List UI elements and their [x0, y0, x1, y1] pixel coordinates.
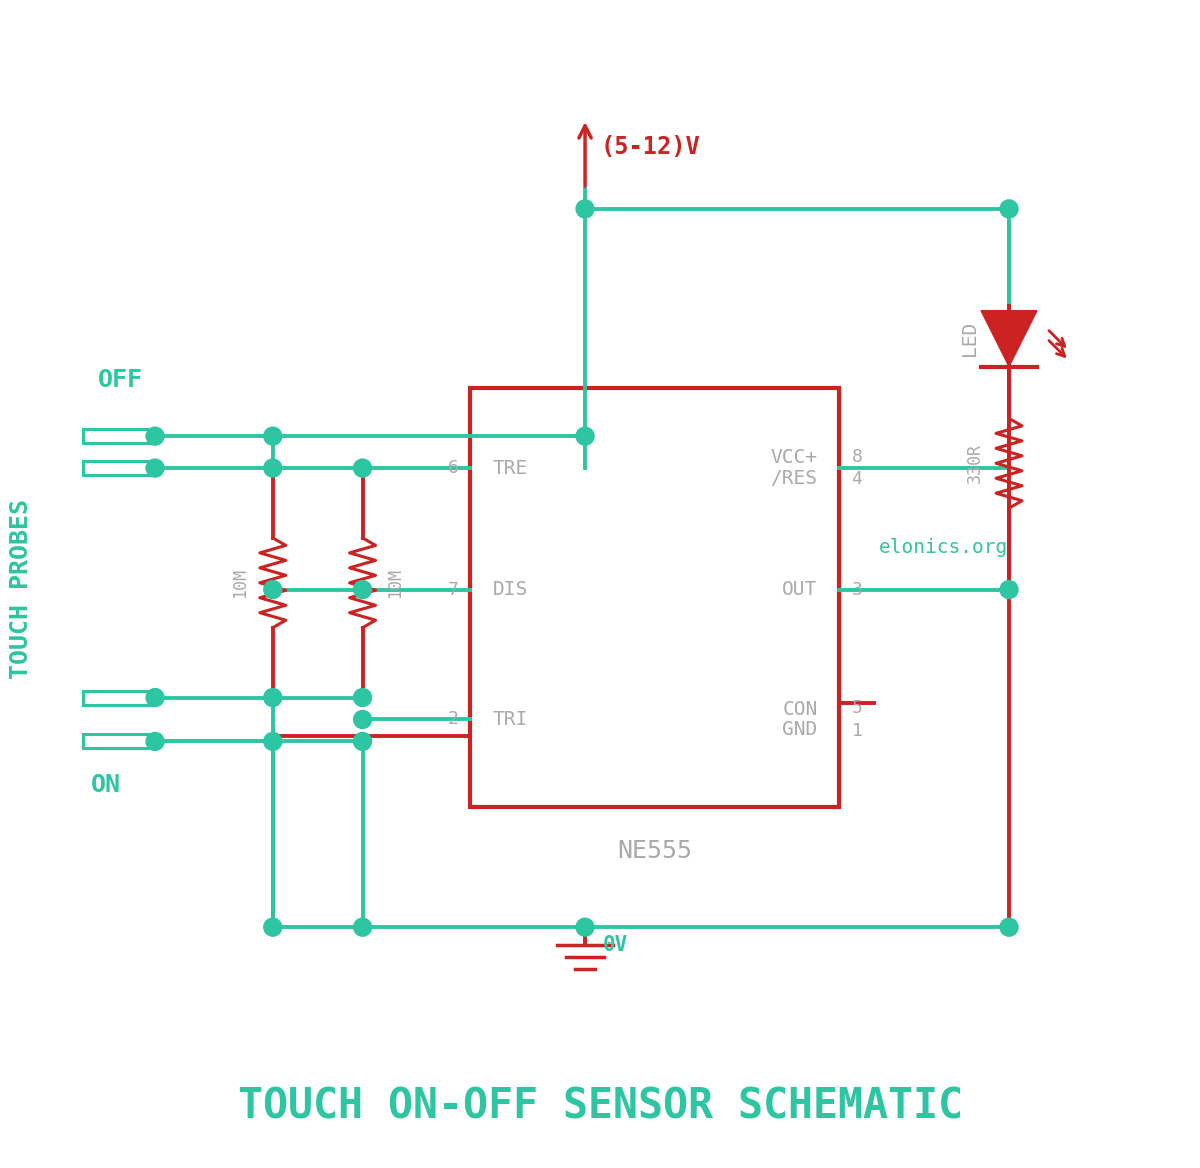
- Bar: [83, 429, 155, 443]
- Text: 330R: 330R: [966, 444, 984, 484]
- Circle shape: [1000, 918, 1018, 937]
- Text: 3: 3: [852, 580, 863, 598]
- Text: (5-12)V: (5-12)V: [601, 135, 701, 159]
- Text: 6: 6: [448, 459, 458, 477]
- Circle shape: [264, 689, 282, 707]
- Text: 2: 2: [448, 710, 458, 729]
- Text: 7: 7: [448, 580, 458, 598]
- Polygon shape: [982, 311, 1037, 367]
- Circle shape: [1000, 580, 1018, 598]
- Text: TOUCH ON-OFF SENSOR SCHEMATIC: TOUCH ON-OFF SENSOR SCHEMATIC: [238, 1086, 962, 1128]
- Circle shape: [264, 732, 282, 750]
- Circle shape: [264, 918, 282, 937]
- Circle shape: [354, 732, 372, 750]
- Bar: [83, 735, 155, 749]
- Text: 5
1: 5 1: [852, 700, 863, 739]
- Bar: [83, 690, 155, 704]
- Circle shape: [576, 918, 594, 937]
- Text: 10M: 10M: [386, 568, 404, 598]
- Circle shape: [146, 732, 164, 750]
- Text: NE555: NE555: [617, 840, 692, 863]
- Text: CON
GND: CON GND: [782, 700, 817, 739]
- Text: TRE: TRE: [492, 459, 528, 478]
- Circle shape: [264, 580, 282, 598]
- Text: elonics.org: elonics.org: [880, 538, 1008, 557]
- Text: 0V: 0V: [602, 936, 629, 955]
- Circle shape: [354, 918, 372, 937]
- Circle shape: [354, 689, 372, 707]
- Circle shape: [1000, 200, 1018, 218]
- Text: VCC+
/RES: VCC+ /RES: [770, 449, 817, 488]
- Circle shape: [576, 200, 594, 218]
- Text: DIS: DIS: [492, 580, 528, 599]
- Circle shape: [264, 459, 282, 477]
- Circle shape: [354, 580, 372, 598]
- Text: 10M: 10M: [230, 568, 248, 598]
- Text: ON: ON: [90, 773, 120, 798]
- Text: 8
4: 8 4: [852, 449, 863, 488]
- Text: TOUCH PROBES: TOUCH PROBES: [10, 499, 34, 679]
- Text: OUT: OUT: [782, 580, 817, 599]
- Bar: [83, 461, 155, 475]
- Bar: [470, 389, 840, 807]
- Circle shape: [146, 427, 164, 445]
- Text: OFF: OFF: [97, 368, 143, 392]
- Circle shape: [146, 689, 164, 707]
- Text: LED: LED: [960, 321, 979, 356]
- Circle shape: [146, 459, 164, 477]
- Circle shape: [354, 710, 372, 729]
- Circle shape: [576, 427, 594, 445]
- Circle shape: [264, 427, 282, 445]
- Text: TRI: TRI: [492, 710, 528, 729]
- Circle shape: [354, 459, 372, 477]
